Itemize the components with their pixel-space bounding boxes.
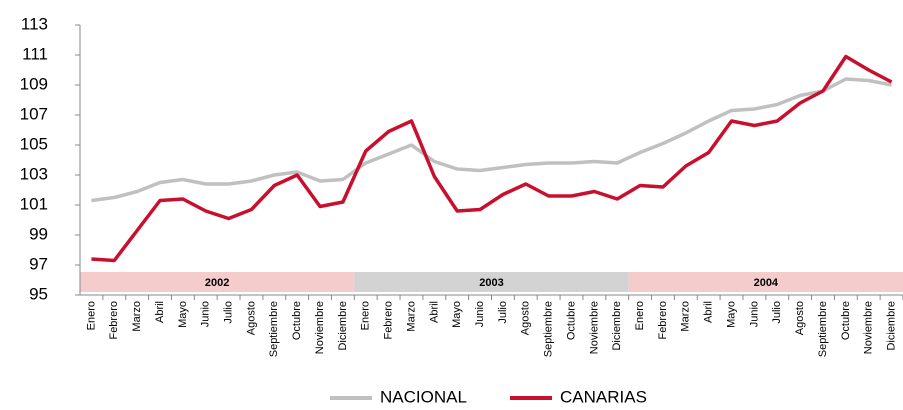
x-tick-label: Enero [85,301,97,330]
legend-label: NACIONAL [380,387,467,406]
x-tick-label: Mayo [177,301,189,328]
x-tick-label: Abril [428,301,440,323]
y-tick-label: 105 [20,134,48,153]
x-tick-label: Septiembre [543,301,555,357]
x-tick-label: Octubre [565,301,577,340]
y-tick-label: 103 [20,164,48,183]
y-tick-label: 109 [20,74,48,93]
year-band [628,272,903,292]
series-line [91,54,893,263]
y-tick-label: 111 [22,44,48,63]
y-tick-label: 107 [20,104,48,123]
x-tick-label: Junio [474,301,486,327]
x-tick-label: Enero [634,301,646,330]
y-tick-label: 95 [29,284,48,303]
legend-label: CANARIAS [560,387,647,406]
x-tick-label: Abril [703,301,715,323]
x-tick-label: Agosto [520,301,532,335]
x-tick-label: Julio [771,301,783,324]
x-tick-label: Septiembre [268,301,280,357]
x-tick-label: Febrero [108,301,120,340]
x-tick-label: Noviembre [863,301,875,354]
y-tick-label: 99 [29,224,48,243]
x-tick-label: Noviembre [314,301,326,354]
x-tick-label: Marzo [131,301,143,332]
x-tick-label: Julio [497,301,509,324]
x-tick-label: Octubre [840,301,852,340]
y-tick-label: 101 [20,194,48,213]
year-label: 2002 [205,277,229,289]
year-label: 2004 [754,277,779,289]
year-label: 2003 [479,277,503,289]
y-tick-label: 97 [29,254,48,273]
x-tick-label: Agosto [245,301,257,335]
x-tick-label: Diciembre [611,301,623,351]
x-tick-label: Febrero [657,301,669,340]
x-tick-label: Marzo [680,301,692,332]
x-tick-label: Junio [200,301,212,327]
x-tick-label: Mayo [451,301,463,328]
x-tick-label: Febrero [383,301,395,340]
x-tick-label: Agosto [794,301,806,335]
series-line [91,77,892,203]
x-tick-label: Abril [154,301,166,323]
x-tick-label: Diciembre [337,301,349,351]
year-band [354,272,629,292]
x-tick-label: Junio [748,301,760,327]
x-tick-label: Noviembre [588,301,600,354]
x-tick-label: Mayo [725,301,737,328]
x-tick-label: Diciembre [885,301,897,351]
x-tick-label: Marzo [405,301,417,332]
x-tick-label: Julio [223,301,235,324]
x-tick-label: Octubre [291,301,303,340]
x-tick-label: Enero [360,301,372,330]
y-tick-label: 113 [21,14,48,33]
x-tick-label: Septiembre [817,301,829,357]
year-band [80,272,355,292]
